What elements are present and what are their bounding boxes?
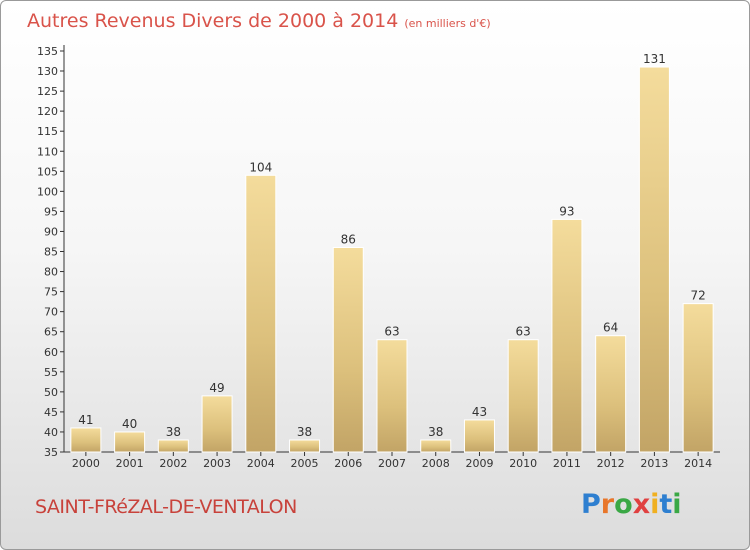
y-tick-label: 70	[44, 306, 58, 319]
x-tick-label-2001: 2001	[116, 457, 144, 470]
x-tick-label-2005: 2005	[291, 457, 319, 470]
value-label-2007: 63	[384, 325, 399, 339]
logo-letter: i	[672, 489, 682, 520]
x-tick-label-2000: 2000	[72, 457, 100, 470]
y-tick-label: 75	[44, 286, 58, 299]
bar-2000	[70, 427, 102, 453]
value-label-2006: 86	[341, 232, 356, 246]
x-tick-label-2012: 2012	[597, 457, 625, 470]
value-label-2014: 72	[690, 289, 705, 303]
y-tick-label: 130	[37, 65, 58, 78]
proxiti-logo: Proxiti	[581, 489, 682, 520]
chart-title: Autres Revenus Divers de 2000 à 2014 (en …	[27, 10, 491, 32]
x-tick-label-2007: 2007	[378, 457, 406, 470]
value-label-2001: 40	[122, 417, 137, 431]
bar-2001	[114, 431, 146, 453]
y-tick-label: 45	[44, 406, 58, 419]
bar-2003	[201, 395, 233, 453]
value-label-2008: 38	[428, 425, 443, 439]
place-name: SAINT-FRéZAL-DE-VENTALON	[35, 496, 297, 518]
chart-title-text: Autres Revenus Divers de 2000 à 2014	[27, 10, 399, 32]
y-tick-label: 80	[44, 266, 58, 279]
bar-2002	[157, 439, 189, 453]
bar-2004	[245, 174, 277, 453]
x-tick-label-2008: 2008	[422, 457, 450, 470]
x-tick-label-2011: 2011	[553, 457, 581, 470]
y-tick-label: 85	[44, 246, 58, 259]
y-tick-label: 65	[44, 326, 58, 339]
value-label-2000: 41	[78, 413, 93, 427]
y-tick-label: 115	[37, 125, 58, 138]
y-tick-label: 35	[44, 446, 58, 459]
y-tick-label: 105	[37, 165, 58, 178]
bar-2012	[595, 335, 627, 453]
y-tick-label: 135	[37, 45, 58, 58]
bar-2006	[332, 246, 364, 453]
value-label-2011: 93	[559, 204, 574, 218]
logo-letter: t	[659, 489, 673, 520]
value-label-2010: 63	[516, 325, 531, 339]
x-tick-label-2014: 2014	[684, 457, 712, 470]
bar-2011	[551, 218, 583, 453]
x-tick-label-2004: 2004	[247, 457, 275, 470]
value-label-2004: 104	[249, 160, 272, 174]
bar-2005	[289, 439, 321, 453]
bar-2007	[376, 339, 408, 453]
x-tick-label-2003: 2003	[203, 457, 231, 470]
logo-letter: o	[614, 489, 633, 520]
bar-2010	[507, 339, 539, 453]
value-label-2002: 38	[166, 425, 181, 439]
x-tick-label-2013: 2013	[640, 457, 668, 470]
x-tick-label-2010: 2010	[509, 457, 537, 470]
x-tick-label-2002: 2002	[159, 457, 187, 470]
bar-2008	[420, 439, 452, 453]
y-tick-label: 120	[37, 105, 58, 118]
y-tick-label: 110	[37, 145, 58, 158]
y-tick-label: 40	[44, 426, 58, 439]
bar-2013	[638, 66, 670, 453]
value-label-2005: 38	[297, 425, 312, 439]
y-tick-label: 55	[44, 366, 58, 379]
y-tick-label: 100	[37, 185, 58, 198]
logo-letter: i	[650, 489, 660, 520]
x-tick-label-2006: 2006	[334, 457, 362, 470]
y-tick-label: 50	[44, 386, 58, 399]
bar-2009	[463, 419, 495, 453]
bar-2014	[682, 303, 714, 453]
y-tick-label: 60	[44, 346, 58, 359]
logo-letter: x	[632, 489, 651, 520]
value-label-2012: 64	[603, 321, 618, 335]
x-tick-label-2009: 2009	[465, 457, 493, 470]
y-tick-label: 95	[44, 205, 58, 218]
value-label-2013: 131	[643, 52, 666, 66]
value-label-2009: 43	[472, 405, 487, 419]
value-label-2003: 49	[209, 381, 224, 395]
chart-subtitle: (en milliers d'€)	[404, 17, 491, 30]
logo-letter: P	[581, 489, 601, 520]
y-tick-label: 125	[37, 85, 58, 98]
logo-letter: r	[600, 489, 615, 520]
y-tick-label: 90	[44, 225, 58, 238]
